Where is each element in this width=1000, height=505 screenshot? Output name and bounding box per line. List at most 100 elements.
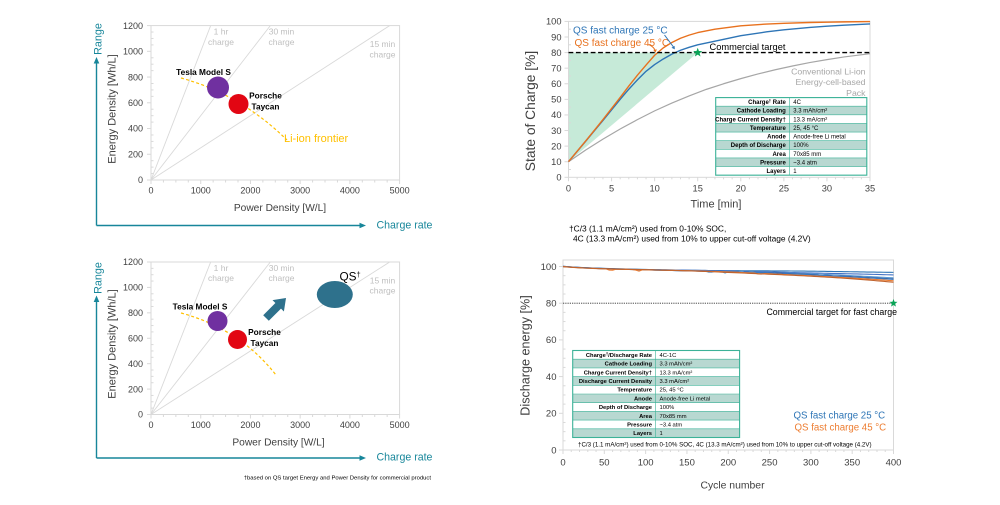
svg-text:Cathode Loading: Cathode Loading — [737, 109, 786, 115]
svg-text:Depth of Discharge: Depth of Discharge — [731, 143, 787, 149]
svg-text:5000: 5000 — [390, 186, 410, 196]
svg-text:Anode: Anode — [767, 135, 786, 141]
svg-text:Pressure: Pressure — [760, 160, 786, 166]
svg-text:5: 5 — [609, 184, 614, 194]
svg-text:0: 0 — [560, 458, 565, 469]
svg-text:Porsche: Porsche — [248, 327, 281, 337]
svg-text:15 min: 15 min — [370, 39, 396, 49]
svg-text:Conventional Li-ion: Conventional Li-ion — [791, 67, 866, 77]
svg-text:charge: charge — [370, 49, 396, 59]
svg-text:QS fast charge 25 °C: QS fast charge 25 °C — [794, 410, 886, 421]
svg-text:20: 20 — [736, 184, 746, 194]
svg-text:80: 80 — [551, 48, 561, 58]
svg-text:Commercial target: Commercial target — [710, 42, 786, 52]
svg-text:1200: 1200 — [123, 257, 143, 267]
svg-text:QS fast charge 45 °C: QS fast charge 45 °C — [795, 423, 887, 434]
svg-text:Charge† Rate: Charge† Rate — [748, 98, 786, 106]
svg-text:4C: 4C — [793, 100, 801, 106]
svg-text:QS†: QS† — [340, 270, 361, 284]
svg-text:charge: charge — [269, 273, 295, 283]
svg-text:4000: 4000 — [340, 186, 360, 196]
svg-text:50: 50 — [551, 95, 561, 105]
svg-text:Range: Range — [93, 262, 105, 294]
svg-text:100%: 100% — [793, 143, 809, 149]
svg-text:25, 45 °C: 25, 45 °C — [793, 126, 819, 132]
svg-text:0: 0 — [556, 173, 561, 183]
svg-text:0: 0 — [148, 420, 153, 430]
svg-text:10: 10 — [551, 157, 561, 167]
svg-text:0: 0 — [138, 410, 143, 420]
svg-text:Anode: Anode — [634, 396, 653, 402]
svg-text:3.3 mAh/cm²: 3.3 mAh/cm² — [660, 362, 693, 368]
svg-text:Pack: Pack — [846, 88, 866, 98]
svg-text:~3.4 atm: ~3.4 atm — [793, 160, 817, 166]
svg-text:0: 0 — [551, 445, 556, 456]
svg-text:Anode-free Li metal: Anode-free Li metal — [660, 396, 711, 402]
svg-text:Charge rate: Charge rate — [377, 220, 433, 232]
svg-text:200: 200 — [128, 149, 143, 159]
svg-text:0: 0 — [566, 184, 571, 194]
svg-text:~3.4 atm: ~3.4 atm — [660, 423, 683, 429]
svg-text:Temperature: Temperature — [750, 126, 787, 132]
svg-text:13.3 mA/cm²: 13.3 mA/cm² — [793, 117, 827, 123]
svg-text:Area: Area — [639, 414, 653, 420]
svg-text:Tesla Model S: Tesla Model S — [173, 302, 228, 312]
svg-text:200: 200 — [128, 384, 143, 394]
svg-text:10: 10 — [649, 184, 659, 194]
svg-text:0: 0 — [138, 175, 143, 185]
svg-text:†C/3 (1.1 mA/cm²) used from 0-: †C/3 (1.1 mA/cm²) used from 0-10% SOC, — [569, 224, 726, 234]
svg-text:13.3 mA/cm²: 13.3 mA/cm² — [660, 370, 693, 376]
svg-text:Porsche: Porsche — [249, 91, 282, 101]
svg-text:40: 40 — [551, 110, 561, 120]
svg-text:3000: 3000 — [290, 186, 310, 196]
svg-text:4C (13.3 mA/cm²) used from 10%: 4C (13.3 mA/cm²) used from 10% to upper … — [573, 233, 811, 243]
svg-text:QS fast charge 45 °C: QS fast charge 45 °C — [575, 38, 670, 49]
svg-text:Taycan: Taycan — [252, 102, 280, 112]
svg-text:100: 100 — [546, 17, 562, 27]
svg-text:Taycan: Taycan — [251, 338, 279, 348]
svg-text:800: 800 — [128, 72, 143, 82]
svg-text:charge: charge — [269, 37, 295, 47]
svg-text:Depth of Discharge: Depth of Discharge — [599, 405, 653, 411]
svg-text:Charge rate: Charge rate — [377, 452, 433, 464]
svg-text:70x85 mm: 70x85 mm — [660, 414, 687, 420]
svg-text:30: 30 — [551, 126, 561, 136]
svg-text:60: 60 — [546, 335, 557, 346]
svg-text:200: 200 — [720, 458, 736, 469]
svg-text:350: 350 — [844, 458, 860, 469]
svg-text:QS fast charge 25 °C: QS fast charge 25 °C — [573, 26, 668, 37]
svg-text:20: 20 — [551, 141, 561, 151]
svg-text:400: 400 — [128, 124, 143, 134]
svg-text:Time [min]: Time [min] — [691, 199, 742, 211]
svg-text:4C-1C: 4C-1C — [660, 353, 677, 359]
svg-text:charge: charge — [208, 273, 234, 283]
svg-text:15: 15 — [693, 184, 703, 194]
svg-text:30: 30 — [822, 184, 832, 194]
svg-text:Layers: Layers — [633, 431, 652, 437]
svg-text:Discharge Current Density: Discharge Current Density — [579, 379, 653, 385]
svg-text:25: 25 — [779, 184, 789, 194]
svg-text:2000: 2000 — [240, 186, 260, 196]
svg-text:80: 80 — [546, 299, 557, 310]
svg-text:40: 40 — [546, 372, 557, 383]
svg-text:100%: 100% — [660, 405, 675, 411]
svg-text:Power Density [W/L]: Power Density [W/L] — [234, 203, 326, 214]
svg-text:100: 100 — [541, 262, 557, 273]
svg-text:Charge Current Density†: Charge Current Density† — [715, 117, 786, 123]
svg-text:1000: 1000 — [191, 420, 211, 430]
svg-text:3.3 mAh/cm²: 3.3 mAh/cm² — [793, 109, 827, 115]
svg-text:Energy Density [Wh/L]: Energy Density [Wh/L] — [107, 54, 119, 163]
svg-text:1 hr: 1 hr — [214, 263, 229, 273]
svg-text:70: 70 — [551, 63, 561, 73]
svg-text:0: 0 — [148, 186, 153, 196]
svg-text:†C/3 (1.1 mA/cm²) used from 0-: †C/3 (1.1 mA/cm²) used from 0-10% SOC, 4… — [578, 442, 872, 449]
svg-text:Range: Range — [93, 23, 105, 55]
svg-text:Temperature: Temperature — [617, 388, 652, 394]
svg-text:250: 250 — [762, 458, 778, 469]
svg-text:150: 150 — [679, 458, 695, 469]
svg-text:15 min: 15 min — [370, 276, 396, 286]
svg-text:State of Charge [%]: State of Charge [%] — [523, 51, 538, 171]
svg-text:Cathode Loading: Cathode Loading — [605, 362, 653, 368]
svg-text:1 hr: 1 hr — [214, 27, 229, 37]
svg-text:3.3 mA/cm²: 3.3 mA/cm² — [660, 379, 690, 385]
